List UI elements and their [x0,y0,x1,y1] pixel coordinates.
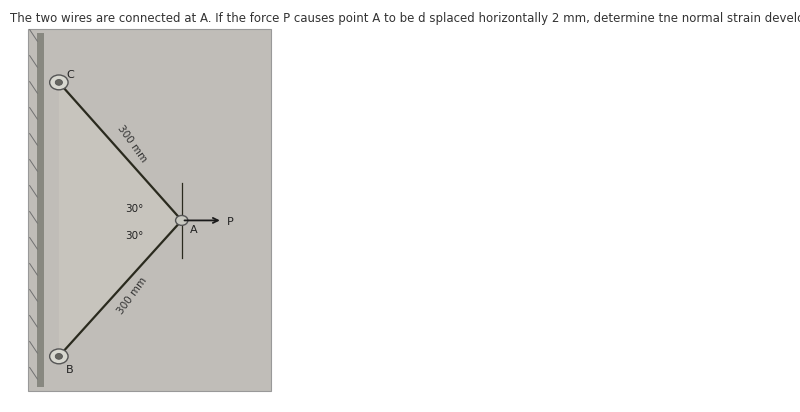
Text: The two wires are connected at A. If the force P causes point A to be d splaced : The two wires are connected at A. If the… [10,12,800,26]
Circle shape [50,75,68,90]
Polygon shape [59,82,182,356]
Bar [38,33,43,387]
Text: C: C [66,70,74,80]
Text: B: B [66,365,74,375]
Circle shape [55,353,62,359]
Circle shape [55,80,62,85]
Circle shape [50,349,68,364]
Text: 30°: 30° [125,204,143,214]
Text: 300 mm: 300 mm [115,275,149,316]
Circle shape [175,215,188,225]
Text: 300 mm: 300 mm [115,124,149,165]
Text: P: P [226,218,234,227]
Text: A: A [190,225,198,235]
Text: 30°: 30° [125,231,143,241]
Bar [28,29,271,391]
